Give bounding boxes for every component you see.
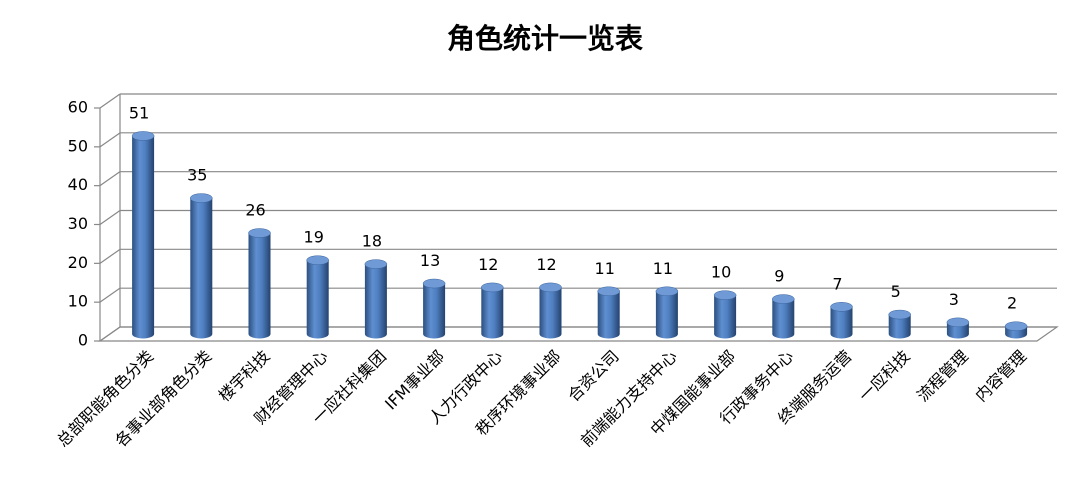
x-tick-label: 内容管理 xyxy=(971,347,1030,406)
bar xyxy=(830,306,853,339)
bar xyxy=(423,283,446,339)
value-label: 18 xyxy=(362,232,382,251)
bar xyxy=(481,287,504,339)
bar-cap xyxy=(131,131,155,141)
bar-cap xyxy=(713,290,737,300)
bar-cap xyxy=(190,193,213,203)
bar-cap xyxy=(539,282,562,293)
chart-title: 角色统计一览表 xyxy=(447,22,643,55)
bar-cap xyxy=(946,317,970,328)
bar xyxy=(655,291,678,339)
value-label: 2 xyxy=(1007,294,1017,313)
x-tick-label: 流程管理 xyxy=(913,347,972,406)
bar xyxy=(772,299,795,339)
value-label: 12 xyxy=(478,255,498,274)
value-label: 11 xyxy=(595,259,615,278)
y-tick-label: 60 xyxy=(68,98,88,117)
bar-cap xyxy=(364,259,388,269)
value-label: 9 xyxy=(774,267,784,286)
y-tick-label: 0 xyxy=(78,331,88,350)
y-tick-label: 30 xyxy=(68,214,88,233)
value-label: 12 xyxy=(536,255,556,274)
bar xyxy=(132,135,155,339)
bar-cap xyxy=(1004,321,1028,331)
value-label: 51 xyxy=(129,103,149,122)
bar xyxy=(248,233,271,339)
x-tick-label: 一应科技 xyxy=(855,347,914,406)
y-tick-label: 50 xyxy=(68,136,88,155)
value-label: 35 xyxy=(187,166,207,185)
grid-line xyxy=(99,210,121,225)
bar xyxy=(539,287,562,339)
bar-cap xyxy=(772,294,795,304)
bar xyxy=(888,314,911,339)
grid-line xyxy=(99,93,121,109)
y-tick-label: 40 xyxy=(68,175,88,194)
bar xyxy=(306,260,329,339)
bar xyxy=(597,291,620,339)
x-tick-label: 总部职能角色分类 xyxy=(53,347,157,451)
value-label: 11 xyxy=(653,259,673,278)
value-label: 7 xyxy=(832,274,842,293)
value-label: 5 xyxy=(891,282,901,301)
grid-line xyxy=(99,171,121,187)
bar-cap xyxy=(248,228,271,238)
bar-cap xyxy=(830,302,853,312)
grid-line xyxy=(99,132,121,148)
value-label: 3 xyxy=(949,290,959,309)
bar-cap xyxy=(422,278,446,289)
value-label: 10 xyxy=(711,263,731,282)
value-label: 19 xyxy=(304,228,324,247)
bar xyxy=(190,198,213,339)
bar-cap xyxy=(888,309,911,320)
grid-line xyxy=(99,248,121,264)
grid-line xyxy=(99,287,121,303)
x-tick-label: 楼宇科技 xyxy=(215,347,274,406)
bar-cap xyxy=(597,286,620,297)
value-label: 13 xyxy=(420,251,440,270)
x-tick-label: 合资公司 xyxy=(564,347,623,406)
bar-cap xyxy=(306,255,329,265)
grid-line xyxy=(99,326,121,342)
y-tick-label: 20 xyxy=(68,253,88,272)
value-label: 26 xyxy=(245,201,265,220)
bar xyxy=(714,295,737,339)
y-tick-label: 10 xyxy=(68,292,88,311)
floor xyxy=(98,326,1059,342)
bar-cap xyxy=(481,282,504,293)
bar-cap xyxy=(655,286,679,297)
bar xyxy=(364,264,387,339)
